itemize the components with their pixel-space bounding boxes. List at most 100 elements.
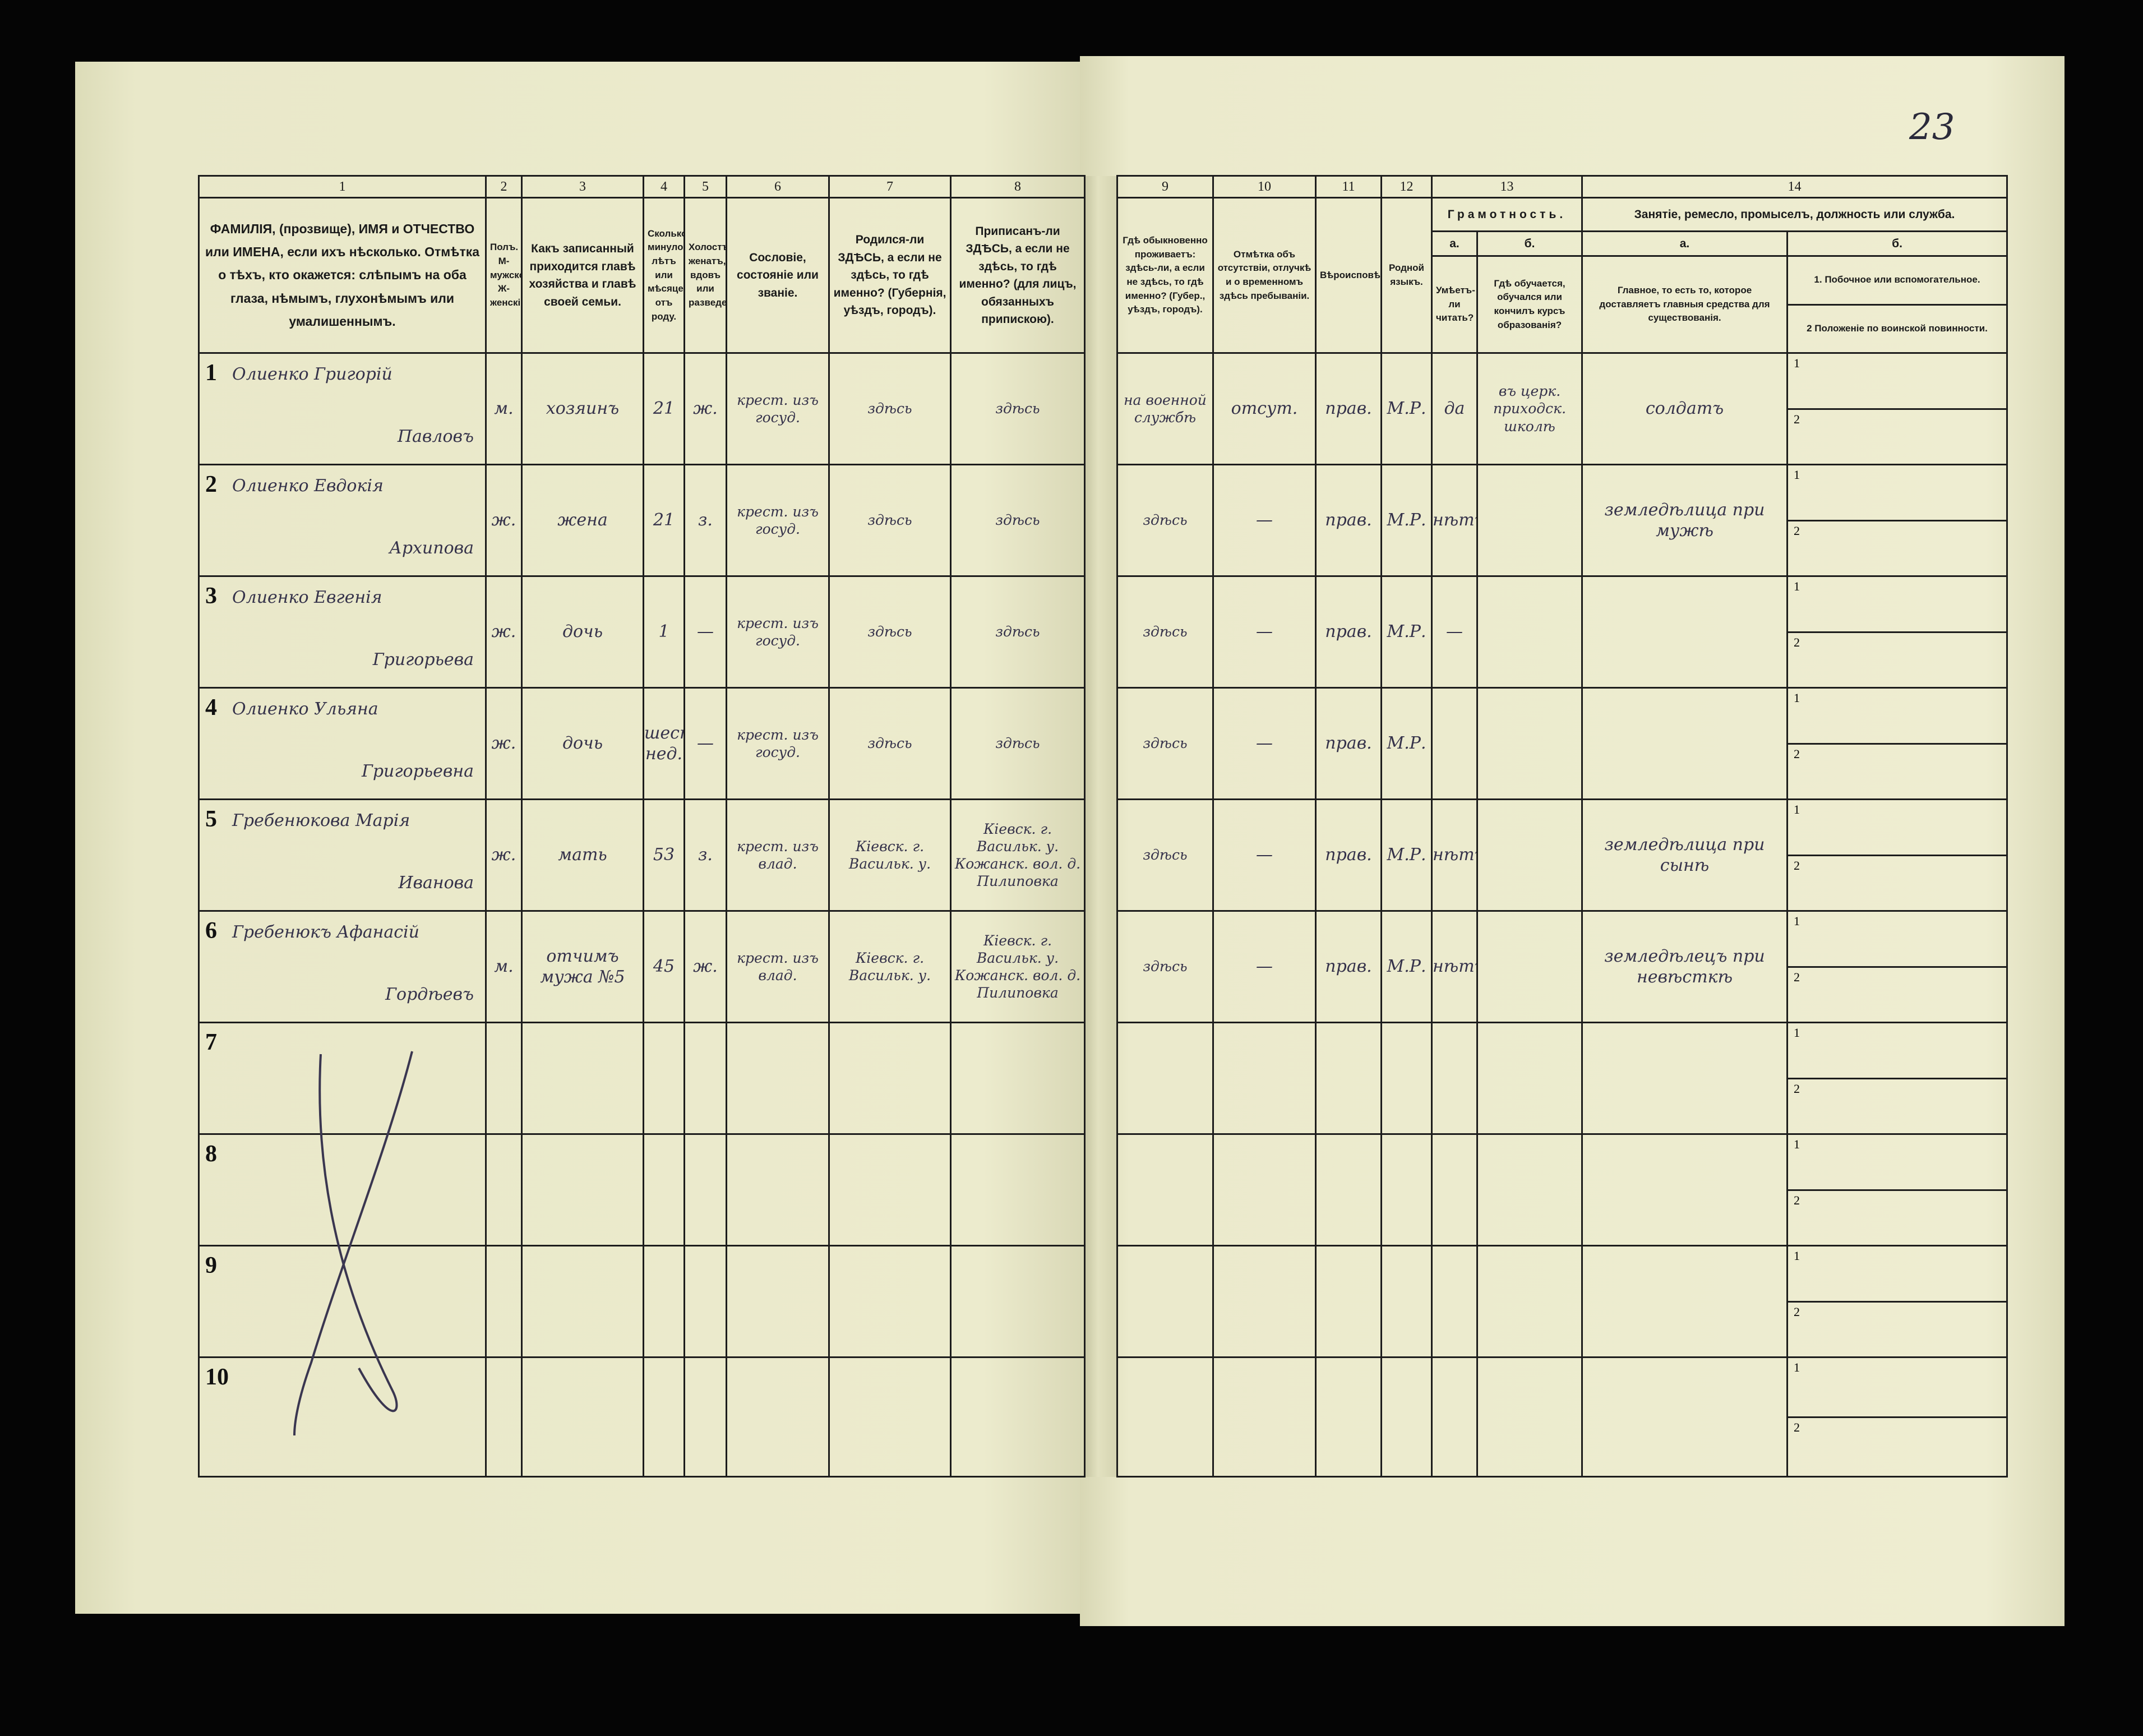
column-number: 5: [683, 175, 727, 198]
sex-value: м.: [494, 957, 514, 977]
cell-residence: [1116, 1022, 1214, 1135]
row-number: 3: [205, 583, 217, 609]
cell-residence: здѣсь: [1116, 464, 1214, 577]
cell-residence: на военной службѣ: [1116, 352, 1214, 465]
age-value: 21: [653, 399, 675, 419]
literate-value: нѣтъ: [1433, 957, 1476, 977]
cell-occupation: земледѣлецъ при невѣсткѣ: [1581, 910, 1788, 1023]
cell-absence: [1212, 1356, 1317, 1478]
sub-row-label: 2: [1794, 1420, 1800, 1434]
sub-row-label: 2: [1794, 412, 1800, 426]
cell-residence: здѣсь: [1116, 575, 1214, 689]
column-number: 4: [643, 175, 685, 198]
cell-literate: нѣтъ: [1431, 798, 1478, 912]
born-value: Кіевск. г. Васильк. у.: [848, 949, 931, 984]
cell-literate: да: [1431, 352, 1478, 465]
cell-born: [828, 1133, 952, 1246]
sub-row-label: 1: [1789, 1359, 2006, 1418]
cell-name: 1 Олиенко Григорій Павловъ: [198, 352, 487, 465]
estate-value: крест. изъ влад.: [737, 838, 819, 872]
surname-given-name: Олиенко Евдокія: [232, 476, 384, 496]
table-row: 10 1 2: [198, 1356, 2008, 1478]
row-number: 5: [205, 806, 217, 832]
column-number: 6: [726, 175, 830, 198]
cell-relation: хозяинъ: [521, 352, 644, 465]
cell-education: [1476, 464, 1583, 577]
cell-age: 21: [643, 352, 685, 465]
cell-marital: [683, 1022, 727, 1135]
cell-residence: [1116, 1133, 1214, 1246]
patronymic: Гордѣевъ: [385, 984, 474, 1004]
born-value: здѣсь: [867, 512, 912, 529]
cell-age: 1: [643, 575, 685, 689]
book-gutter: [1084, 464, 1118, 576]
book-gutter: [1084, 576, 1118, 688]
sub-row-label: 2: [1794, 969, 1800, 984]
born-value: Кіевск. г. Васильк. у.: [848, 838, 931, 872]
born-value: здѣсь: [867, 400, 912, 417]
absence-value: —: [1256, 733, 1273, 754]
sex-value: м.: [494, 399, 514, 419]
cell-marital: з.: [683, 464, 727, 577]
header-birthplace: Родился-ли ЗДѢСЬ, а если не здѣсь, то гд…: [828, 197, 952, 354]
header-14b-letter: б.: [1786, 230, 2008, 257]
cell-residence: [1116, 1356, 1214, 1478]
cell-marital: [683, 1245, 727, 1358]
marital-value: з.: [698, 845, 713, 865]
patronymic: Архипова: [389, 538, 474, 558]
cell-relation: дочь: [521, 687, 644, 800]
residence-value: здѣсь: [1143, 847, 1188, 864]
cell-sex: [485, 1022, 523, 1135]
cell-education: [1476, 910, 1583, 1023]
table-row: 5 Гребенюкова Марія Иванова ж. мать 53 з. крест…: [198, 798, 2008, 912]
religion-value: прав.: [1325, 845, 1372, 865]
relation-value: отчимъ мужа №5: [540, 946, 625, 987]
row-number: 4: [205, 695, 217, 721]
cell-occupation: [1581, 1356, 1788, 1478]
absence-value: отсут.: [1231, 399, 1298, 419]
row-number: 6: [205, 918, 217, 944]
relation-value: дочь: [562, 622, 603, 642]
cell-name: 4 Олиенко Ульяна Григорьевна: [198, 687, 487, 800]
residence-value: здѣсь: [1143, 512, 1188, 529]
cell-sex: ж.: [485, 687, 523, 800]
column-number: 12: [1380, 175, 1433, 198]
cell-sex: м.: [485, 352, 523, 465]
cell-residence: [1116, 1245, 1214, 1358]
book-gutter: [1084, 1245, 1118, 1358]
cell-born: [828, 1245, 952, 1358]
column-number: 3: [521, 175, 644, 198]
header-occupation-group: Занятіе, ремесло, промыселъ, должность и…: [1581, 197, 2008, 232]
cell-estate: крест. изъ госуд.: [726, 352, 830, 465]
sub-row-label: 1: [1789, 467, 2006, 521]
cell-relation: [521, 1245, 644, 1358]
cell-occupation: солдатъ: [1581, 352, 1788, 465]
sub-row-label: 2: [1794, 746, 1800, 761]
absence-value: —: [1256, 510, 1273, 530]
column-number: 8: [950, 175, 1086, 198]
cell-marital: ж.: [683, 352, 727, 465]
cell-registered: [950, 1245, 1086, 1358]
cell-registered: здѣсь: [950, 464, 1086, 577]
residence-value: здѣсь: [1143, 624, 1188, 640]
relation-value: хозяинъ: [546, 399, 620, 419]
book-gutter: [1084, 1134, 1118, 1246]
cell-education: [1476, 687, 1583, 800]
estate-value: крест. изъ влад.: [737, 949, 819, 984]
book-gutter: [1084, 176, 1118, 353]
cell-absence: [1212, 1133, 1317, 1246]
relation-value: дочь: [562, 733, 603, 754]
cell-marital: з.: [683, 798, 727, 912]
estate-value: крест. изъ госуд.: [737, 615, 819, 649]
cell-occupation: земледѣлица при мужѣ: [1581, 464, 1788, 577]
header-estate: Сословіе, состояніе или званіе.: [726, 197, 830, 354]
sub-row-label: 1: [1789, 578, 2006, 633]
cell-language: [1380, 1133, 1433, 1246]
language-value: М.Р.: [1387, 510, 1426, 530]
cell-residence: здѣсь: [1116, 910, 1214, 1023]
book-gutter: [1084, 911, 1118, 1023]
literate-value: да: [1444, 399, 1465, 419]
cell-education: [1476, 1133, 1583, 1246]
surname-given-name: Гребенюкова Марія: [232, 811, 410, 830]
